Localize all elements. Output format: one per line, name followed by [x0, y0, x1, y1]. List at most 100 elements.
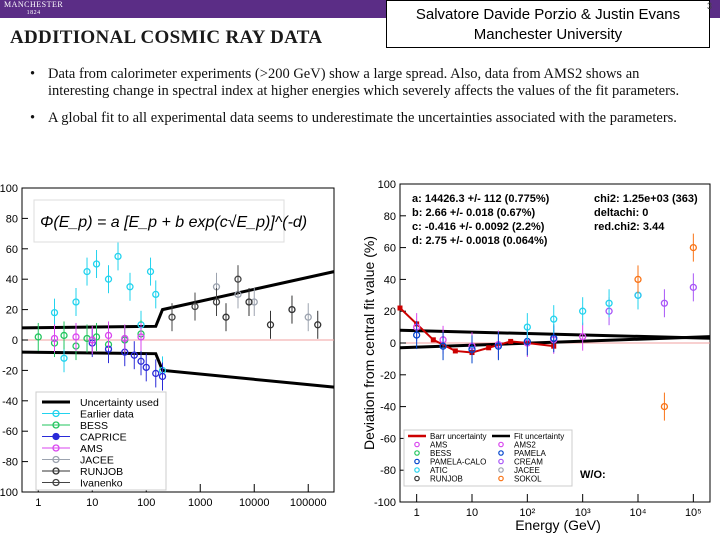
legend-box — [35, 391, 167, 491]
data-point — [266, 321, 275, 329]
legend-label: Fit uncertainty — [514, 432, 564, 441]
data-point — [579, 332, 587, 341]
legend-label: PAMELA — [514, 449, 547, 458]
data-point — [689, 283, 697, 291]
data-point — [126, 283, 134, 291]
fit-stat-text: deltachi: 0 — [594, 207, 648, 219]
data-point — [494, 342, 503, 350]
x-tick-label: 10³ — [575, 507, 591, 519]
data-point — [634, 275, 642, 284]
data-point — [72, 333, 80, 341]
data-point — [158, 372, 167, 381]
x-tick-label: 10 — [466, 507, 478, 519]
legend-label: JACEE — [80, 455, 114, 467]
legend-marker — [498, 441, 504, 448]
fit-stat-text: chi2: 1.25e+03 (363) — [594, 193, 698, 205]
data-point — [191, 302, 199, 311]
data-point — [508, 338, 514, 344]
left-axes: 100 80 60 40 20 0 -20 -40 -60 -80 -100 1 10 100 1000 10… — [0, 183, 334, 509]
x-tick-label: 100000 — [290, 497, 327, 509]
legend-marker — [52, 478, 60, 487]
fit-param-text: a: 14426.3 +/- 112 (0.775%) — [412, 193, 550, 205]
series-line — [21, 270, 335, 330]
y-tick-label: 0 — [12, 335, 18, 347]
y-tick-label: -40 — [2, 396, 18, 408]
university-logo: MANCHESTER 1824 — [4, 1, 63, 17]
x-tick-label: 10⁵ — [685, 507, 702, 519]
slide-title: ADDITIONAL COSMIC RAY DATA — [10, 27, 323, 48]
data-point — [250, 298, 258, 306]
legend-marker — [414, 467, 420, 473]
right-marks — [397, 233, 711, 421]
data-point — [104, 331, 113, 340]
legend-label: Earlier data — [80, 409, 134, 421]
legend-label: PAMELA-CALO — [430, 458, 486, 467]
data-point — [486, 345, 492, 351]
x-tick-label: 10000 — [239, 497, 270, 509]
legend-marker — [52, 444, 60, 452]
fit-parameters: a: 14426.3 +/- 112 (0.775%) b: 2.66 +/- 0… — [412, 193, 698, 247]
legend-label: RUNJOB — [80, 466, 123, 478]
data-point — [152, 290, 160, 299]
legend-label: RUNJOB — [430, 475, 463, 484]
data-point — [212, 298, 221, 306]
y-tick-label: -80 — [380, 465, 396, 477]
data-point — [152, 369, 160, 378]
data-point — [660, 402, 669, 411]
data-point — [146, 267, 155, 276]
legend-label: AMS2 — [514, 441, 536, 450]
y-tick-label: 20 — [6, 305, 18, 317]
legend-marker — [498, 450, 504, 456]
author-affiliation: Manchester University — [473, 26, 623, 43]
data-point — [60, 354, 68, 362]
data-point — [50, 334, 59, 343]
y-tick-label: 100 — [0, 183, 18, 195]
fit-param-text: c: -0.416 +/- 0.0092 (2.2%) — [412, 221, 545, 233]
data-point — [413, 331, 421, 339]
x-tick-label: 10 — [86, 497, 98, 509]
legend-marker — [498, 458, 504, 465]
author-box: Salvatore Davide Porzio & Justin Evans M… — [386, 0, 710, 48]
legend-label: BESS — [80, 420, 108, 432]
data-point — [689, 243, 697, 252]
data-point — [72, 298, 80, 306]
data-point — [34, 333, 42, 341]
y-tick-label: -100 — [0, 487, 18, 499]
bullet-list: Data from calorimeter experiments (>200 … — [30, 66, 695, 137]
right-x-axis-label: Energy (GeV) — [515, 517, 601, 533]
y-tick-label: -20 — [380, 370, 396, 382]
data-point — [605, 299, 613, 307]
fit-param-text: d: 2.75 +/- 0.0018 (0.064%) — [412, 235, 548, 247]
legend-marker — [52, 409, 60, 418]
x-tick-label: 100 — [137, 497, 155, 509]
data-point — [550, 315, 558, 323]
data-point — [397, 305, 403, 311]
y-tick-label: 80 — [384, 211, 396, 223]
y-tick-label: -100 — [374, 497, 396, 509]
legend-marker — [52, 432, 60, 441]
logo-year: 1824 — [26, 10, 41, 16]
legend-marker — [52, 467, 60, 475]
y-tick-label: 60 — [6, 244, 18, 256]
left-chart: 100 80 60 40 20 0 -20 -40 -60 -80 -100 1 10 100 1000 10… — [0, 183, 335, 509]
legend-marker — [52, 455, 60, 464]
data-point — [452, 348, 458, 354]
legend-marker — [52, 421, 60, 429]
data-point — [430, 337, 436, 343]
y-tick-label: -20 — [2, 365, 18, 377]
y-tick-label: 60 — [384, 243, 396, 255]
right-legend: Barr uncertainty Fit uncertainty AMS AMS2 BE… — [403, 429, 606, 487]
data-point — [137, 357, 145, 365]
y-tick-label: -40 — [380, 402, 396, 414]
legend-marker — [414, 441, 420, 448]
legend-label: CAPRICE — [80, 432, 127, 444]
legend-label: AMS — [430, 441, 447, 450]
data-point — [60, 331, 68, 340]
legend-marker — [498, 467, 504, 473]
fit-param-text: b: 2.66 +/- 0.018 (0.67%) — [412, 207, 536, 219]
bullet-item: A global fit to all experimental data se… — [30, 110, 695, 127]
data-point — [523, 323, 531, 331]
data-point — [222, 313, 230, 321]
right-y-axis-label: Deviation from central fit value (%) — [361, 236, 377, 450]
